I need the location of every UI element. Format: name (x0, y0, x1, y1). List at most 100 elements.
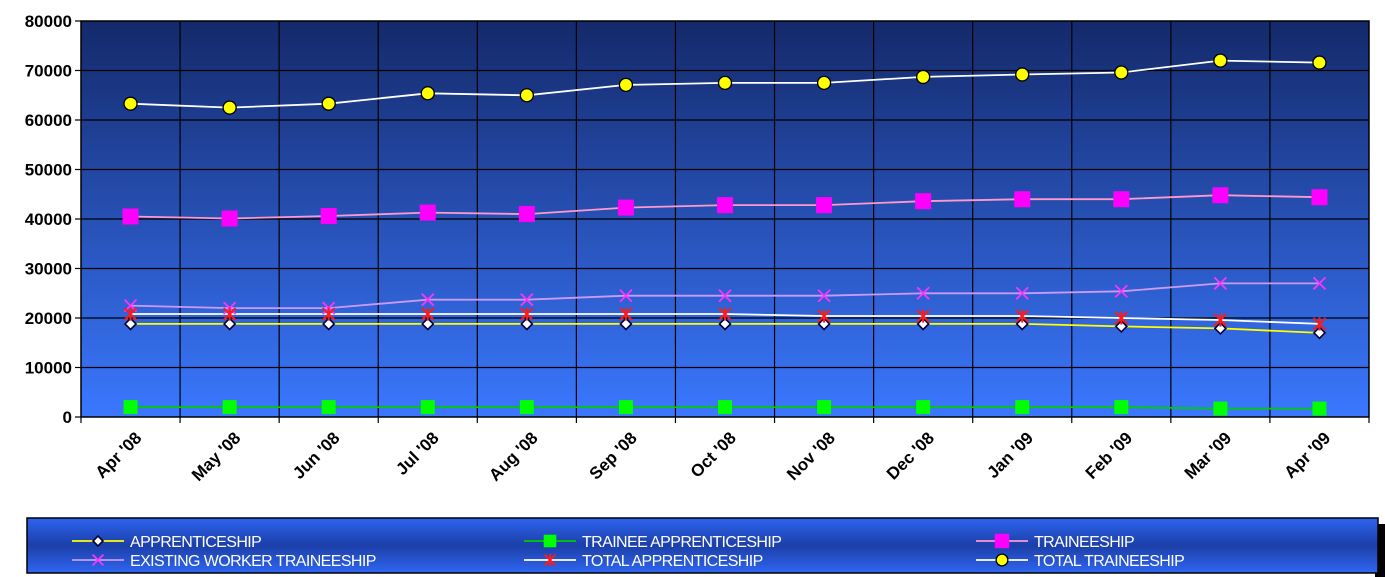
legend-item: EXISTING WORKER TRAINEESHIP (72, 553, 376, 570)
data-point (1015, 67, 1030, 82)
data-point (816, 75, 832, 91)
data-point (421, 293, 435, 307)
data-point (519, 400, 534, 415)
data-point (322, 317, 336, 331)
data-point (717, 75, 733, 91)
data-point (321, 307, 336, 321)
legend-marker (543, 534, 557, 548)
legend-item: APPRENTICESHIP (72, 534, 262, 551)
x-tick-label: Mar '09 (1181, 428, 1235, 482)
data-point (817, 309, 831, 323)
data-point (421, 317, 435, 331)
data-point (916, 69, 931, 85)
data-point (1312, 55, 1327, 70)
data-point (123, 400, 138, 415)
data-point (1213, 401, 1228, 416)
data-point (915, 193, 932, 210)
y-tick-label: 30000 (25, 260, 72, 279)
data-point (520, 307, 534, 321)
legend-marker (543, 553, 557, 567)
data-point (321, 96, 336, 111)
x-tick-label: Sep '08 (586, 428, 641, 483)
data-point (1312, 326, 1327, 340)
data-point (1114, 400, 1129, 415)
data-point (1114, 65, 1129, 80)
y-tick-label: 80000 (25, 12, 72, 31)
data-point (1212, 187, 1229, 204)
legend-label: APPRENTICESHIP (130, 534, 261, 551)
x-tick-label: Dec '08 (883, 428, 938, 483)
data-point (123, 317, 138, 331)
data-point (1312, 401, 1327, 416)
data-point (1014, 191, 1031, 208)
data-point (122, 208, 139, 225)
y-tick-label: 50000 (25, 161, 72, 180)
data-point (718, 317, 732, 331)
data-point (619, 307, 633, 321)
data-point (518, 206, 535, 223)
x-tick-label: Aug '08 (485, 428, 541, 484)
data-point (619, 289, 633, 303)
legend-label: TRAINEESHIP (1034, 534, 1134, 551)
legend-marker (994, 533, 1010, 549)
legend-item: TOTAL TRAINEESHIP (976, 553, 1185, 570)
data-point (520, 293, 534, 307)
x-tick-label: Oct '08 (687, 428, 740, 481)
y-tick-label: 60000 (25, 111, 72, 130)
data-point (1213, 313, 1228, 327)
y-tick-label: 20000 (25, 309, 72, 328)
data-point (1015, 286, 1029, 300)
data-point (718, 289, 732, 303)
y-tick-label: 70000 (25, 62, 72, 81)
data-point (222, 400, 237, 415)
legend-label: TRAINEE APPRENTICESHIP (582, 534, 781, 551)
data-point (1311, 189, 1328, 206)
legend-shadow (1375, 524, 1385, 577)
x-tick-label: Apr '09 (1281, 428, 1335, 482)
x-tick-label: Apr '08 (92, 428, 146, 482)
legend-item: TRAINEE APPRENTICESHIP (524, 534, 782, 551)
data-point (321, 400, 336, 415)
data-point (1213, 321, 1228, 336)
data-point (718, 400, 732, 415)
data-point (916, 400, 931, 415)
legend-box (26, 517, 1379, 574)
data-point (817, 317, 831, 331)
data-point (421, 307, 435, 321)
data-point (320, 208, 337, 225)
x-tick-label: Feb '09 (1082, 428, 1136, 482)
data-point (618, 400, 633, 415)
data-point (1114, 284, 1128, 298)
data-point (222, 317, 237, 331)
data-point (222, 100, 237, 115)
data-point (1114, 319, 1128, 334)
y-tick-label: 10000 (25, 359, 72, 378)
x-tick-label: Jan '09 (983, 428, 1037, 482)
data-point (419, 204, 436, 221)
legend-label: TOTAL TRAINEESHIP (1034, 553, 1184, 570)
legend-item: TOTAL APPRENTICESHIP (524, 553, 763, 570)
data-point (1015, 317, 1029, 331)
legend-marker (995, 553, 1009, 567)
data-point (1113, 191, 1130, 208)
data-point (520, 317, 534, 331)
legend-marker (91, 553, 105, 567)
data-point (618, 77, 634, 93)
data-point (420, 86, 435, 101)
data-point (916, 286, 930, 300)
data-point (222, 307, 237, 321)
legend-marker (91, 534, 105, 548)
data-point (916, 309, 930, 323)
data-point (1015, 400, 1030, 415)
legend-label: EXISTING WORKER TRAINEESHIP (130, 553, 376, 570)
data-point (718, 307, 732, 321)
x-tick-label: Jul '08 (392, 428, 442, 478)
data-point (817, 289, 831, 303)
data-point (1312, 276, 1327, 290)
data-point (916, 317, 930, 331)
data-point (1213, 53, 1228, 68)
data-point (816, 197, 833, 214)
data-point (420, 400, 435, 415)
data-point (1015, 309, 1029, 323)
